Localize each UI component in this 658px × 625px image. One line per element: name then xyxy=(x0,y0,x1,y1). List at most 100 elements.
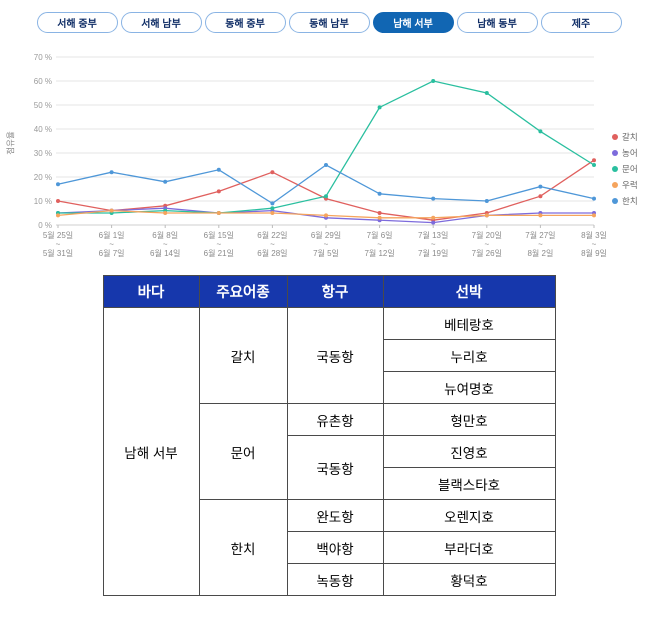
x-tick-label-start: 5월 25일 xyxy=(43,230,73,240)
legend-label: 갈치 xyxy=(622,132,638,142)
y-axis-title-label: 점유율 xyxy=(5,131,16,155)
x-tick-label-start: 6월 15일 xyxy=(204,230,234,240)
x-tick-label-end: 5월 31일 xyxy=(43,248,73,258)
tab-region-4[interactable]: 남해 서부 xyxy=(372,12,454,33)
series-point xyxy=(431,196,436,201)
series-point xyxy=(216,211,221,215)
ship-cell: 뉴여명호 xyxy=(382,371,556,404)
x-tick-label-separator: ~ xyxy=(592,240,597,249)
share-chart: 0 %10 %20 %30 %40 %50 %60 %70 %5월 25일~5월… xyxy=(34,53,607,258)
series-point xyxy=(163,211,168,215)
tab-region-3[interactable]: 동해 남부 xyxy=(288,12,370,33)
x-tick-label-separator: ~ xyxy=(109,240,114,249)
legend-item-4[interactable]: 한치 xyxy=(612,195,656,207)
table-header-cell-1: 주요어종 xyxy=(198,275,288,308)
series-point xyxy=(109,170,114,175)
x-tick-label-start: 7월 27일 xyxy=(525,230,555,240)
sea-cell: 남해 서부 xyxy=(102,307,200,596)
ship-cell: 베테랑호 xyxy=(382,307,556,340)
series-point xyxy=(324,194,328,199)
series-point xyxy=(216,189,221,194)
legend-label: 우럭 xyxy=(622,180,638,190)
ships-table-body: 남해 서부 갈치 국동항 베테랑호 누리호 뉴여명호 문어 유촌항 형만호 국동항 진영호 블랙스타호… xyxy=(102,307,556,596)
x-tick-label-separator: ~ xyxy=(431,240,436,249)
series-point xyxy=(592,213,596,218)
legend-item-1[interactable]: 농어 xyxy=(612,147,656,159)
ships-table-head: 바다 주요어종 항구 선박 xyxy=(102,275,556,308)
x-tick-label-end: 6월 28일 xyxy=(257,248,287,258)
series-point xyxy=(484,199,489,203)
x-tick-label-separator: ~ xyxy=(538,240,543,249)
series-point xyxy=(324,213,328,218)
table-row: 녹동항 황덕호 xyxy=(103,563,556,596)
x-tick-label-end: 6월 14일 xyxy=(150,248,180,258)
series-point xyxy=(270,206,275,211)
legend-marker-icon xyxy=(612,166,618,172)
x-tick-label-start: 6월 29일 xyxy=(311,230,341,240)
tab-region-5[interactable]: 남해 동부 xyxy=(456,12,538,33)
x-tick-label-end: 7월 19일 xyxy=(418,248,448,258)
tab-region-2[interactable]: 동해 중부 xyxy=(204,12,286,33)
table-header-cell-3: 선박 xyxy=(382,275,556,308)
page: 서해 중부 서해 남부 동해 중부 동해 남부 남해 서부 남해 동부 제주 점유율 0 %… xyxy=(0,12,658,625)
legend-label: 문어 xyxy=(622,164,638,174)
legend-marker-icon xyxy=(612,198,618,204)
x-tick-label-end: 6월 21일 xyxy=(204,248,234,258)
series-point xyxy=(109,208,114,213)
x-tick-label-start: 7월 13일 xyxy=(418,230,448,240)
legend-item-0[interactable]: 갈치 xyxy=(612,131,656,143)
series-point xyxy=(377,105,382,110)
series-point xyxy=(538,129,543,134)
ship-cell: 블랙스타호 xyxy=(382,467,556,500)
tab-region-0[interactable]: 서해 중부 xyxy=(36,12,118,33)
region-tabs: 서해 중부 서해 남부 동해 중부 동해 남부 남해 서부 남해 동부 제주 xyxy=(0,12,658,33)
x-tick-label-end: 6월 7일 xyxy=(99,248,125,258)
ship-cell: 진영호 xyxy=(382,435,556,468)
port-cell: 백야항 xyxy=(286,531,384,564)
x-tick-label-separator: ~ xyxy=(163,240,168,249)
legend-label: 한치 xyxy=(622,196,638,206)
x-tick-label-separator: ~ xyxy=(377,240,382,249)
legend-item-2[interactable]: 문어 xyxy=(612,163,656,175)
table-section: 바다 주요어종 항구 선박 남해 서부 갈치 국동항 베테랑호 누리호 뉴여명호 문어 유촌항 형만호… xyxy=(0,275,658,596)
series-point xyxy=(270,201,275,206)
ship-cell: 황덕호 xyxy=(382,563,556,596)
x-tick-label-start: 6월 1일 xyxy=(99,230,125,240)
series-point xyxy=(431,79,436,83)
series-point xyxy=(56,199,60,203)
x-tick-label-start: 6월 22일 xyxy=(257,230,287,240)
table-row: 한치 완도항 오렌지호 xyxy=(103,499,556,596)
y-tick-label: 40 % xyxy=(34,125,52,134)
y-tick-label: 10 % xyxy=(34,197,52,206)
chart-section: 점유율 0 % 10 % 20 % 30 % 40 % 50 % 60 % 70 % 5월 25… xyxy=(0,45,658,261)
y-tick-label: 50 % xyxy=(34,101,52,110)
y-tick-label: 70 % xyxy=(34,53,52,62)
x-tick-label-start: 6월 8일 xyxy=(152,230,178,240)
series-point xyxy=(592,196,596,201)
x-tick-label-end: 7월 26일 xyxy=(472,248,502,258)
y-tick-label: 30 % xyxy=(34,149,52,158)
series-point xyxy=(538,194,543,199)
tab-region-1[interactable]: 서해 남부 xyxy=(120,12,202,33)
legend-item-3[interactable]: 우럭 xyxy=(612,179,656,191)
table-header-cell-2: 항구 xyxy=(286,275,384,308)
ship-cell: 형만호 xyxy=(382,403,556,436)
legend-label: 농어 xyxy=(622,148,638,158)
series-point xyxy=(270,170,275,175)
x-tick-label-separator: ~ xyxy=(324,240,329,249)
port-cell: 녹동항 xyxy=(286,563,384,596)
ships-table-header-row: 바다 주요어종 항구 선박 xyxy=(102,275,556,308)
table-row: 남해 서부 갈치 국동항 베테랑호 xyxy=(102,307,556,596)
tab-region-6[interactable]: 제주 xyxy=(540,12,622,33)
series-point xyxy=(377,215,382,220)
x-tick-label-end: 8월 9일 xyxy=(581,248,607,258)
ships-table: 바다 주요어종 항구 선박 남해 서부 갈치 국동항 베테랑호 누리호 뉴여명호 문어 유촌항 형만호… xyxy=(102,275,556,596)
x-tick-label-separator: ~ xyxy=(270,240,275,249)
x-tick-label-end: 7월 5일 xyxy=(313,248,339,258)
series-point xyxy=(592,163,596,167)
legend-marker-icon xyxy=(612,182,618,188)
x-tick-label-start: 7월 20일 xyxy=(472,230,502,240)
table-row: 뉴여명호 xyxy=(103,371,556,404)
y-tick-label: 60 % xyxy=(34,77,52,86)
